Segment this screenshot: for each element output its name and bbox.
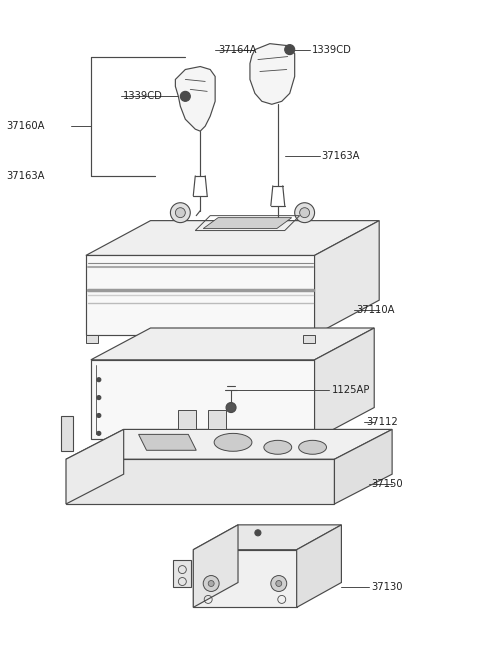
Circle shape <box>226 403 236 413</box>
Text: 37112: 37112 <box>366 417 398 428</box>
Text: 37160A: 37160A <box>6 121 45 131</box>
Circle shape <box>255 530 261 536</box>
Circle shape <box>170 203 190 223</box>
Circle shape <box>271 576 287 591</box>
Polygon shape <box>175 67 215 131</box>
Polygon shape <box>250 44 295 104</box>
Polygon shape <box>193 550 297 607</box>
Circle shape <box>97 378 101 382</box>
Polygon shape <box>91 360 314 440</box>
Ellipse shape <box>264 440 292 455</box>
Text: 1339CD: 1339CD <box>312 45 351 54</box>
Circle shape <box>276 580 282 586</box>
Text: 37110A: 37110A <box>356 305 395 315</box>
Text: 1125AP: 1125AP <box>332 384 370 395</box>
Polygon shape <box>314 221 379 335</box>
Polygon shape <box>173 559 192 588</box>
Polygon shape <box>66 459 335 504</box>
Circle shape <box>97 432 101 436</box>
Text: 37163A: 37163A <box>6 171 45 181</box>
Ellipse shape <box>299 440 326 455</box>
Polygon shape <box>139 434 196 450</box>
Polygon shape <box>86 221 379 255</box>
Polygon shape <box>66 430 124 504</box>
Polygon shape <box>91 328 374 360</box>
Polygon shape <box>314 328 374 440</box>
Text: 37130: 37130 <box>371 582 403 593</box>
Polygon shape <box>208 409 226 430</box>
Circle shape <box>97 396 101 400</box>
Text: 1339CD: 1339CD <box>123 91 163 102</box>
Polygon shape <box>203 217 292 229</box>
Polygon shape <box>297 525 341 607</box>
Text: 37150: 37150 <box>371 479 403 489</box>
Circle shape <box>300 208 310 217</box>
Circle shape <box>97 413 101 417</box>
Polygon shape <box>66 430 392 459</box>
Polygon shape <box>61 417 73 451</box>
Polygon shape <box>86 255 314 335</box>
Ellipse shape <box>214 434 252 451</box>
Text: 37163A: 37163A <box>322 151 360 161</box>
Polygon shape <box>193 525 238 607</box>
Text: 37164A: 37164A <box>218 45 257 54</box>
Circle shape <box>295 203 314 223</box>
Polygon shape <box>335 430 392 504</box>
Polygon shape <box>179 409 196 430</box>
Polygon shape <box>302 335 314 343</box>
Polygon shape <box>86 335 98 343</box>
Polygon shape <box>193 525 341 550</box>
Circle shape <box>175 208 185 217</box>
Circle shape <box>180 92 190 102</box>
Circle shape <box>285 45 295 54</box>
Circle shape <box>203 576 219 591</box>
Circle shape <box>208 580 214 586</box>
